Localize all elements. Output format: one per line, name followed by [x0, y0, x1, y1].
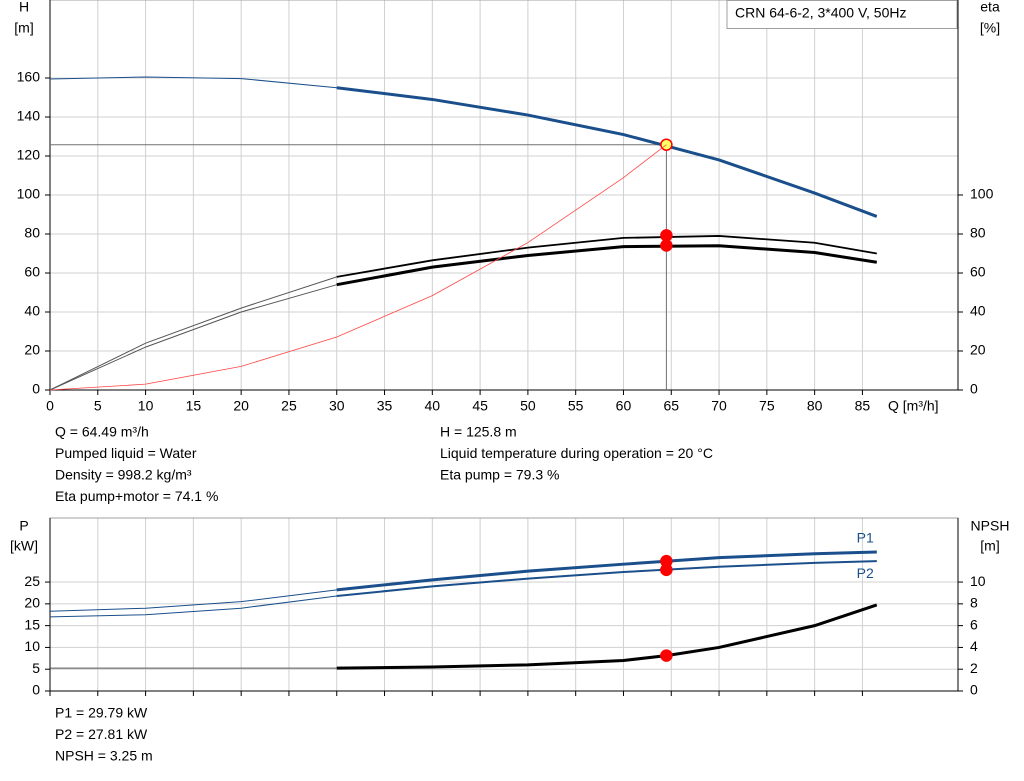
- info-text: NPSH = 3.25 m: [55, 748, 153, 764]
- y-axis-unit: [m]: [14, 20, 33, 36]
- y-tick-label: 20: [24, 595, 40, 611]
- y-tick-label: 10: [24, 638, 40, 654]
- x-tick-label: 10: [138, 398, 154, 414]
- y2-tick-label: 2: [970, 660, 978, 676]
- y-tick-label: 140: [17, 108, 41, 124]
- y2-tick-label: 8: [970, 595, 978, 611]
- info-text: P2 = 27.81 kW: [55, 726, 148, 742]
- x-tick-label: 0: [46, 398, 54, 414]
- operating-point: [660, 229, 673, 242]
- curve-thin: [50, 604, 877, 669]
- curve: [336, 550, 877, 592]
- info-text: H = 125.8 m: [440, 424, 517, 440]
- series-label: P1: [857, 530, 874, 546]
- x-tick-label: 5: [94, 398, 102, 414]
- model-label: CRN 64-6-2, 3*400 V, 50Hz: [735, 5, 906, 21]
- y-tick-label: 15: [24, 616, 40, 632]
- y2-axis-label: eta: [980, 0, 1000, 15]
- y-axis-label: H: [19, 0, 29, 15]
- y-tick-label: 40: [24, 303, 40, 319]
- y-axis-unit: [kW]: [10, 538, 38, 554]
- y-tick-label: 0: [32, 381, 40, 397]
- y-axis-label: P: [19, 518, 28, 534]
- info-text: Pumped liquid = Water: [55, 445, 197, 461]
- x-tick-label: 30: [329, 398, 345, 414]
- y2-axis-unit: [m]: [980, 538, 999, 554]
- y-tick-label: 60: [24, 264, 40, 280]
- x-tick-label: 35: [377, 398, 393, 414]
- x-tick-label: 85: [855, 398, 871, 414]
- x-tick-label: 55: [568, 398, 584, 414]
- operating-point: [660, 649, 673, 662]
- y2-tick-label: 100: [970, 186, 994, 202]
- x-tick-label: 70: [711, 398, 727, 414]
- y-tick-label: 25: [24, 573, 40, 589]
- curve-thin: [49, 144, 667, 391]
- y-tick-label: 80: [24, 225, 40, 241]
- model-box: [726, 0, 958, 29]
- y2-tick-label: 6: [970, 616, 978, 632]
- x-tick-label: 45: [472, 398, 488, 414]
- x-axis-label: Q [m³/h]: [888, 398, 939, 414]
- curve: [336, 244, 877, 287]
- x-tick-label: 65: [663, 398, 679, 414]
- y2-tick-label: 40: [970, 303, 986, 319]
- y-tick-label: 120: [17, 147, 41, 163]
- curve: [336, 235, 877, 278]
- info-text: Liquid temperature during operation = 20…: [440, 445, 713, 461]
- y2-tick-label: 60: [970, 264, 986, 280]
- curve: [336, 560, 877, 597]
- y-tick-label: 100: [17, 186, 41, 202]
- curve: [336, 603, 878, 670]
- info-text: Eta pump+motor = 74.1 %: [55, 488, 218, 504]
- x-tick-label: 20: [233, 398, 249, 414]
- x-tick-label: 25: [281, 398, 297, 414]
- y2-tick-label: 4: [970, 638, 978, 654]
- x-tick-label: 50: [520, 398, 536, 414]
- x-tick-label: 60: [616, 398, 632, 414]
- y-tick-label: 5: [32, 660, 40, 676]
- curve-thin: [49, 235, 877, 391]
- operating-point: [660, 563, 673, 577]
- x-tick-label: 15: [186, 398, 202, 414]
- curve: [336, 86, 878, 218]
- x-tick-label: 40: [425, 398, 441, 414]
- info-text: Eta pump = 79.3 %: [440, 467, 559, 483]
- info-text: P1 = 29.79 kW: [55, 705, 148, 721]
- y-tick-label: 0: [32, 682, 40, 698]
- info-text: Q = 64.49 m³/h: [55, 424, 149, 440]
- y-tick-label: 20: [24, 342, 40, 358]
- y2-tick-label: 0: [970, 682, 978, 698]
- y2-tick-label: 20: [970, 342, 986, 358]
- curve-thin: [49, 560, 877, 618]
- operating-point: [660, 239, 673, 252]
- y2-tick-label: 0: [970, 381, 978, 397]
- y2-tick-label: 80: [970, 225, 986, 241]
- x-tick-label: 80: [807, 398, 823, 414]
- x-tick-label: 75: [759, 398, 775, 414]
- curve-thin: [49, 245, 877, 391]
- curve-thin: [49, 76, 877, 217]
- y-tick-label: 160: [17, 69, 41, 85]
- series-label: P2: [857, 565, 874, 581]
- y2-tick-label: 10: [970, 573, 986, 589]
- y2-axis-unit: [%]: [980, 20, 1000, 36]
- info-text: Density = 998.2 kg/m³: [55, 467, 192, 483]
- y2-axis-label: NPSH: [971, 518, 1010, 534]
